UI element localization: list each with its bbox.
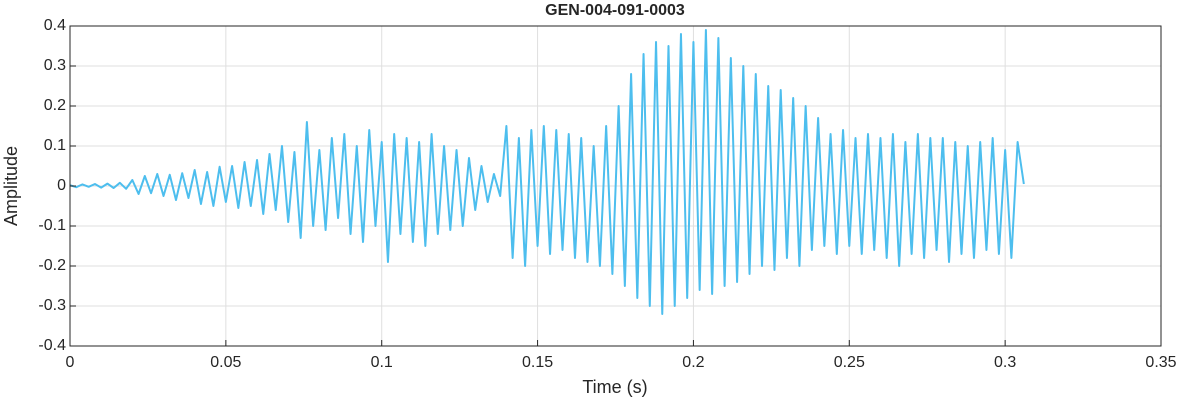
x-tick-label: 0.2 [682,354,704,371]
x-tick-label: 0.1 [371,354,393,371]
x-tick-label: 0.3 [994,354,1016,371]
y-tick-label: 0.4 [44,17,66,34]
y-tick-label: 0 [57,177,66,194]
x-tick-label: 0 [66,354,75,371]
x-tick-label: 0.25 [834,354,865,371]
y-tick-label: 0.3 [44,57,66,74]
chart-title: GEN-004-091-0003 [545,2,685,19]
plot-area [69,29,1025,315]
x-axis-label: Time (s) [582,377,647,397]
x-tick-label: 0.05 [210,354,241,371]
x-tick-label: 0.15 [522,354,553,371]
y-tick-label: -0.2 [38,257,66,274]
y-tick-label: 0.2 [44,97,66,114]
y-tick-label: -0.3 [38,297,66,314]
y-tick-label: -0.1 [38,217,66,234]
waveform-line [69,29,1025,315]
y-tick-label: 0.1 [44,137,66,154]
y-axis-label: Amplitude [1,146,21,226]
x-tick-label: 0.35 [1145,354,1176,371]
y-tick-label: -0.4 [38,337,66,354]
